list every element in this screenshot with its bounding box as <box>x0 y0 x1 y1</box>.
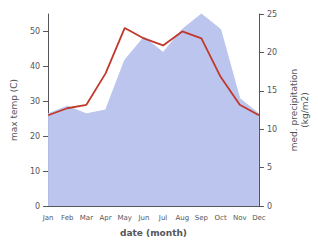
svg-text:(kg/m2): (kg/m2) <box>300 92 310 127</box>
svg-text:Oct: Oct <box>215 214 227 222</box>
svg-text:Aug: Aug <box>175 214 189 222</box>
svg-text:Sep: Sep <box>195 214 209 222</box>
svg-text:Dec: Dec <box>252 214 266 222</box>
svg-text:max temp (C): max temp (C) <box>9 79 19 141</box>
svg-text:Mar: Mar <box>80 214 93 222</box>
svg-text:Jun: Jun <box>137 214 149 222</box>
svg-text:Feb: Feb <box>61 214 74 222</box>
svg-text:May: May <box>118 214 132 222</box>
svg-text:25: 25 <box>267 10 277 19</box>
svg-text:med. precipitation: med. precipitation <box>289 69 299 151</box>
svg-text:Jan: Jan <box>42 214 54 222</box>
svg-text:date (month): date (month) <box>120 228 187 238</box>
svg-text:0: 0 <box>35 202 40 211</box>
svg-text:10: 10 <box>30 167 40 176</box>
svg-text:Nov: Nov <box>233 214 247 222</box>
svg-text:20: 20 <box>30 132 40 141</box>
svg-text:20: 20 <box>267 48 277 57</box>
svg-text:50: 50 <box>30 27 40 36</box>
svg-text:0: 0 <box>267 202 272 211</box>
svg-text:15: 15 <box>267 86 277 95</box>
svg-text:Jul: Jul <box>158 214 168 222</box>
svg-text:30: 30 <box>30 97 40 106</box>
svg-text:40: 40 <box>30 62 40 71</box>
svg-text:Apr: Apr <box>100 214 112 222</box>
svg-text:10: 10 <box>267 125 277 134</box>
svg-text:5: 5 <box>267 163 272 172</box>
